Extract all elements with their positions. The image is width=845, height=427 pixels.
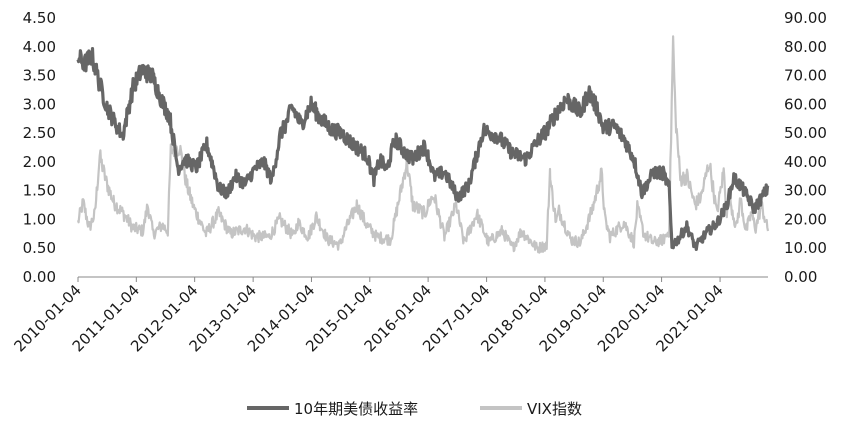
left-y-tick-label: 3.00 <box>23 95 56 113</box>
left-y-tick-label: 4.50 <box>23 9 56 27</box>
right-y-tick-label: 80.00 <box>784 38 827 56</box>
right-y-tick-label: 60.00 <box>784 95 827 113</box>
left-y-tick-label: 4.00 <box>23 38 56 56</box>
legend-label: 10年期美债收益率 <box>294 400 418 418</box>
legend: 10年期美债收益率 VIX指数 <box>247 400 582 418</box>
right-y-tick-label: 30.00 <box>784 182 827 200</box>
right-y-tick-label: 90.00 <box>784 9 827 27</box>
left-y-tick-label: 3.50 <box>23 67 56 85</box>
right-y-tick-label: 20.00 <box>784 210 827 228</box>
left-y-tick-label: 1.00 <box>23 210 56 228</box>
left-y-axis: 0.00 0.50 1.00 1.50 2.00 2.50 3.00 3.50 4.00 4.50 <box>23 9 56 286</box>
right-y-axis: 0.00 10.00 20.00 30.00 40.00 50.00 60.00 70.00 8… <box>784 9 827 286</box>
series-line-10y-treasury-yield <box>76 46 770 251</box>
left-y-tick-label: 1.50 <box>23 182 56 200</box>
left-y-tick-label: 2.00 <box>23 153 56 171</box>
right-y-tick-label: 10.00 <box>784 239 827 257</box>
right-y-tick-label: 50.00 <box>784 124 827 142</box>
legend-label: VIX指数 <box>527 400 582 418</box>
left-y-tick-label: 0.50 <box>23 239 56 257</box>
left-y-tick-label: 0.00 <box>23 268 56 286</box>
left-y-tick-label: 2.50 <box>23 124 56 142</box>
plot-area <box>76 35 770 254</box>
x-axis: 2010-01-042011-01-042012-01-042013-01-04… <box>10 276 768 355</box>
right-y-tick-label: 70.00 <box>784 67 827 85</box>
series-line-vix <box>76 35 770 254</box>
right-y-tick-label: 40.00 <box>784 153 827 171</box>
right-y-tick-label: 0.00 <box>784 268 817 286</box>
